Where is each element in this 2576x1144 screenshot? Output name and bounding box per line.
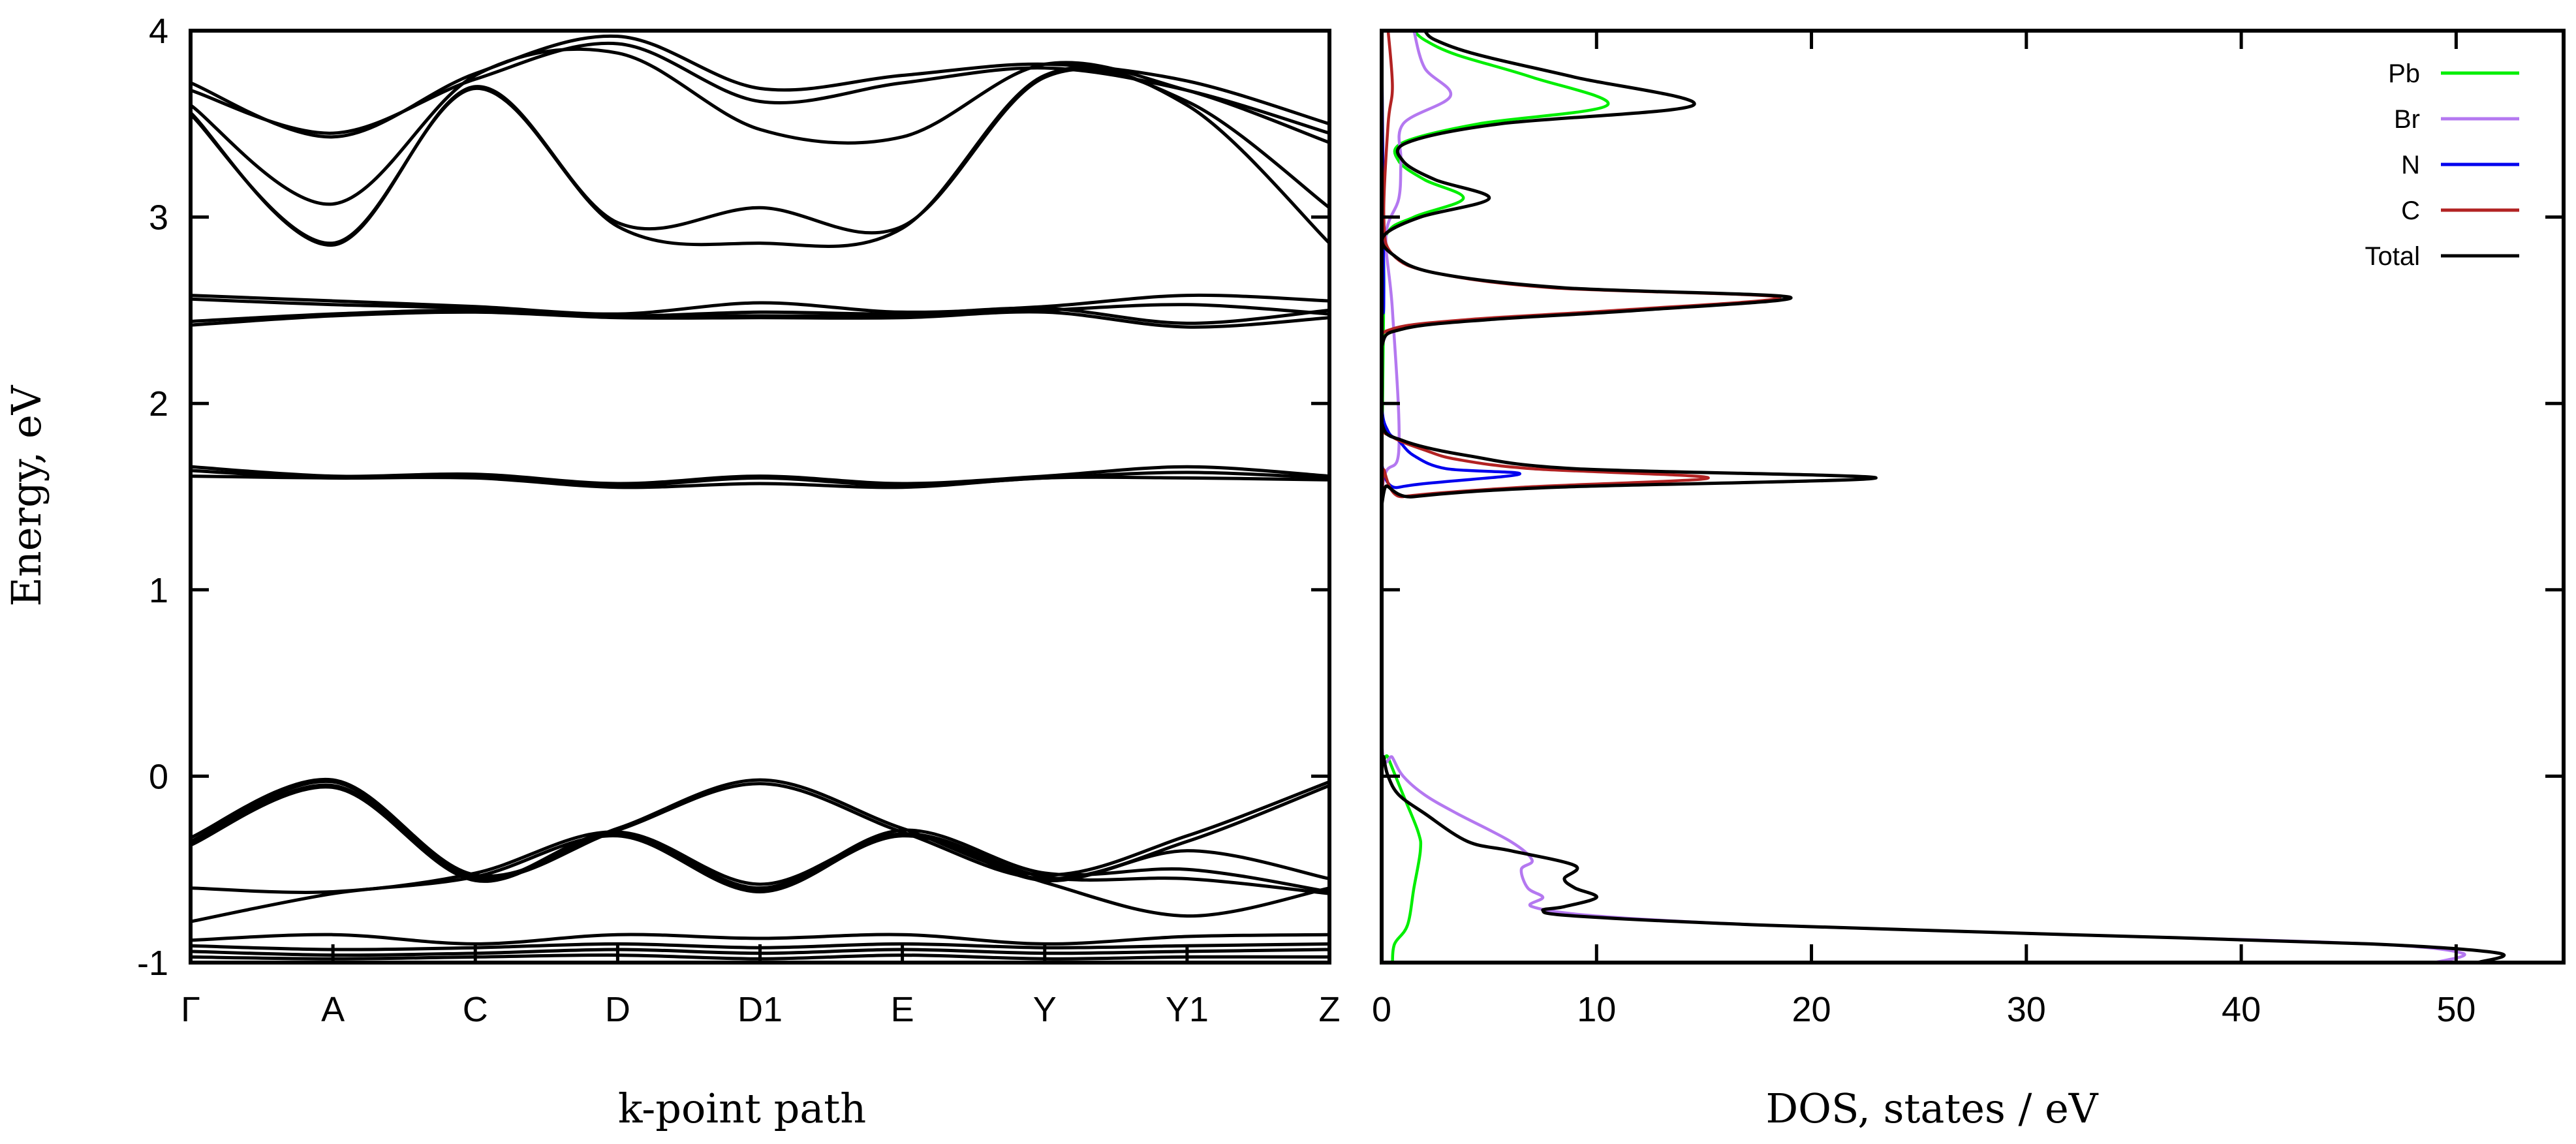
band-plot-frame bbox=[189, 29, 1331, 965]
band-y-ticks: -1 0 1 2 3 4 bbox=[137, 12, 1329, 983]
dos-x-tick-label: 50 bbox=[2436, 990, 2475, 1029]
dos-x-ticks: 0 10 20 30 40 50 bbox=[1372, 29, 2564, 1029]
dos-lines bbox=[1382, 31, 2506, 963]
dos-line-br bbox=[1382, 31, 2466, 963]
dos-plot-frame bbox=[1380, 29, 2566, 965]
band-x-tick-label: Y bbox=[1033, 990, 1057, 1029]
dos-x-tick-label: 0 bbox=[1372, 990, 1391, 1029]
dos-x-tick-label: 40 bbox=[2222, 990, 2261, 1029]
band-x-ticks: Γ A C D D1 E Y Y1 Z bbox=[181, 944, 1341, 1029]
band-line-3 bbox=[191, 47, 1329, 206]
band-x-tick-label: Y1 bbox=[1166, 990, 1209, 1029]
band-line-1 bbox=[191, 34, 1329, 139]
band-x-tick-label: D1 bbox=[737, 990, 783, 1029]
dos-panel: 0 10 20 30 40 50 Pb Br NC Total DOS, states / eV bbox=[1372, 29, 2566, 1132]
band-line-8 bbox=[191, 303, 1329, 323]
band-line-7 bbox=[191, 297, 1329, 325]
legend-label-br: Br bbox=[2394, 105, 2420, 134]
dos-x-tick-label: 30 bbox=[2007, 990, 2046, 1029]
band-x-tick-label: Γ bbox=[181, 990, 200, 1029]
band-line-9 bbox=[191, 310, 1329, 329]
band-lines bbox=[191, 34, 1329, 961]
band-y-tick-label: 1 bbox=[149, 571, 168, 610]
band-x-tick-label: E bbox=[891, 990, 914, 1029]
band-y-axis-title: Energy, eV bbox=[3, 384, 50, 606]
band-x-tick-label: D bbox=[605, 990, 630, 1029]
band-line-6 bbox=[191, 293, 1329, 316]
band-y-tick-label: 2 bbox=[149, 384, 168, 424]
dos-line-total bbox=[1382, 31, 2506, 963]
band-line-16 bbox=[191, 785, 1329, 918]
band-line-19 bbox=[191, 933, 1329, 946]
band-line-4 bbox=[191, 67, 1329, 247]
band-y-tick-label: 0 bbox=[149, 757, 168, 796]
dos-x-axis-title: DOS, states / eV bbox=[1765, 1085, 2098, 1132]
band-line-18 bbox=[191, 832, 1329, 923]
band-x-tick-label: Z bbox=[1319, 990, 1341, 1029]
legend-label-c: C bbox=[2401, 196, 2420, 225]
band-y-tick-label: 4 bbox=[149, 12, 168, 51]
band-y-tick-label: 3 bbox=[149, 198, 168, 238]
dos-x-tick-label: 10 bbox=[1577, 990, 1616, 1029]
band-line-12 bbox=[191, 474, 1329, 489]
band-y-tick-label: -1 bbox=[137, 944, 168, 983]
legend-label-total: Total bbox=[2365, 242, 2421, 271]
legend-label-n: N bbox=[2401, 151, 2420, 179]
legend-label-pb: Pb bbox=[2388, 59, 2420, 88]
dos-x-tick-label: 20 bbox=[1792, 990, 1831, 1029]
band-line-10 bbox=[191, 465, 1329, 486]
band-x-tick-label: A bbox=[321, 990, 345, 1029]
band-structure-panel: -1 0 1 2 3 4 Γ A C D D1 E Y Y1 Z Energy, eV k-point p… bbox=[3, 12, 1341, 1132]
band-x-axis-title: k-point path bbox=[618, 1085, 866, 1132]
band-line-5 bbox=[191, 65, 1329, 248]
dos-legend: Pb Br NC Total bbox=[2365, 59, 2519, 271]
band-x-tick-label: C bbox=[463, 990, 488, 1029]
